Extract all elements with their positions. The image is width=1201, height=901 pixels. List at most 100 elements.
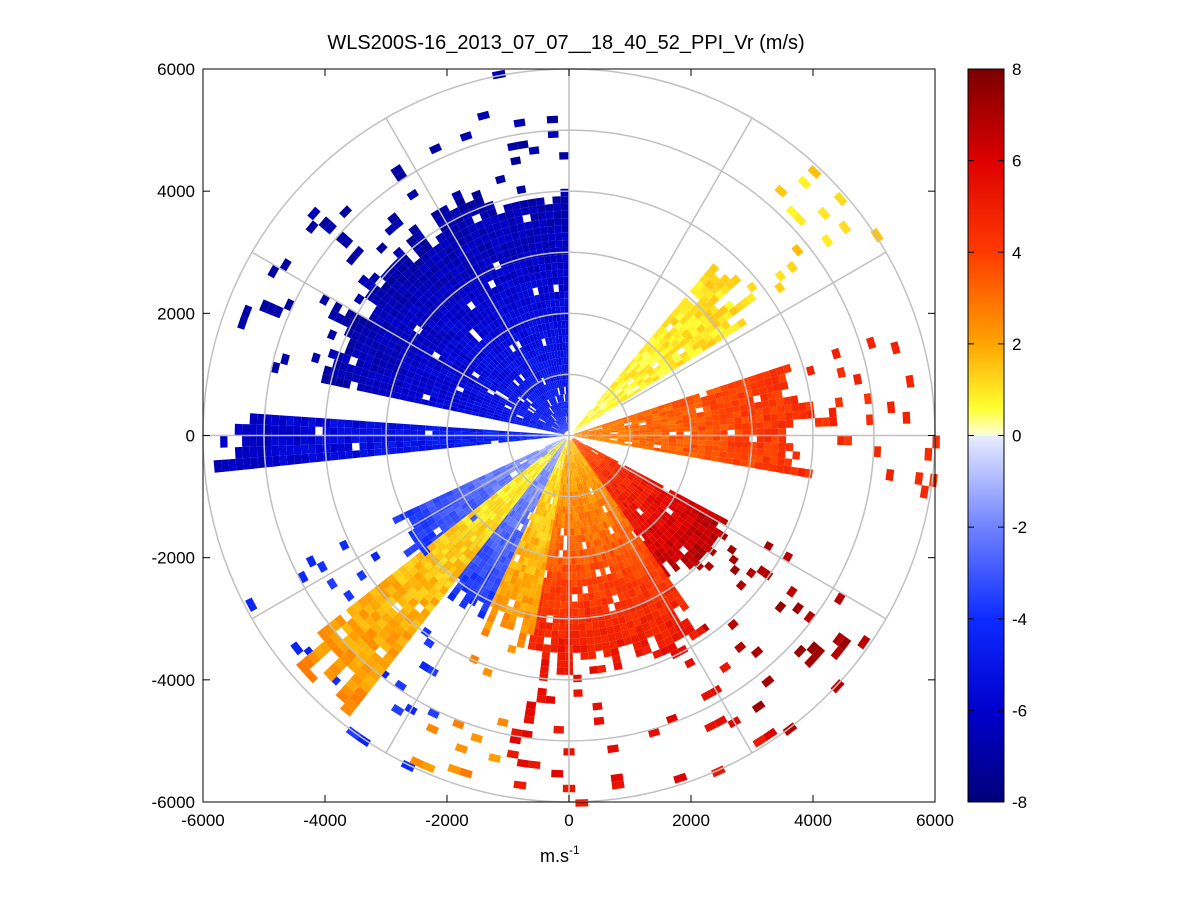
velocity-cell	[443, 560, 454, 570]
velocity-cell	[615, 465, 623, 471]
velocity-cell	[591, 621, 600, 630]
velocity-cell	[296, 660, 310, 675]
velocity-cell	[520, 405, 528, 412]
velocity-cell	[528, 619, 537, 628]
velocity-cell	[531, 521, 538, 530]
velocity-cell	[307, 650, 321, 665]
velocity-cell	[621, 395, 629, 402]
velocity-cell	[747, 454, 756, 462]
velocity-cell	[610, 532, 618, 542]
velocity-cell	[561, 439, 566, 446]
velocity-cell	[561, 461, 565, 470]
velocity-cell	[564, 394, 567, 402]
velocity-cell	[363, 603, 375, 616]
velocity-cell	[290, 641, 304, 656]
velocity-cell	[573, 528, 578, 536]
velocity-cell	[490, 383, 499, 391]
velocity-cell	[575, 799, 589, 807]
velocity-cell	[604, 535, 611, 545]
velocity-cell	[513, 780, 527, 790]
velocity-cell	[602, 429, 611, 432]
velocity-cell	[359, 435, 367, 443]
velocity-cell	[616, 546, 624, 555]
azimuth-spoke	[621, 251, 887, 406]
velocity-cell	[566, 416, 568, 424]
velocity-cell	[339, 361, 349, 372]
velocity-cell	[662, 352, 671, 361]
velocity-cell	[581, 450, 587, 457]
velocity-cell	[414, 510, 424, 520]
velocity-cell	[542, 644, 551, 653]
velocity-cell	[565, 498, 568, 507]
velocity-cell	[570, 440, 573, 448]
velocity-cell	[438, 275, 449, 286]
velocity-cell	[574, 542, 579, 551]
velocity-cell	[591, 509, 597, 518]
velocity-cell	[460, 326, 469, 336]
velocity-cell	[559, 152, 569, 160]
velocity-cell	[339, 652, 352, 666]
velocity-cell	[444, 310, 454, 321]
velocity-cell	[653, 447, 661, 452]
velocity-cell	[693, 309, 704, 320]
velocity-cell	[694, 561, 705, 571]
velocity-cell	[503, 523, 511, 532]
velocity-cell	[530, 418, 538, 423]
velocity-cell	[213, 459, 222, 473]
velocity-cell	[739, 404, 748, 412]
velocity-cell	[356, 382, 366, 392]
velocity-cell	[539, 226, 548, 235]
velocity-cell	[689, 413, 698, 419]
velocity-cell	[533, 234, 542, 243]
velocity-cell	[504, 312, 513, 322]
velocity-cell	[439, 388, 448, 396]
velocity-cell	[534, 482, 541, 490]
velocity-cell	[492, 395, 501, 402]
velocity-cell	[474, 381, 483, 389]
velocity-cell	[549, 321, 555, 330]
velocity-cell	[640, 531, 649, 541]
velocity-cell	[704, 720, 718, 733]
velocity-cell	[623, 420, 632, 424]
velocity-cell	[471, 477, 480, 485]
velocity-cell	[599, 627, 608, 636]
velocity-cell	[445, 541, 455, 551]
velocity-cell	[425, 551, 435, 562]
velocity-cell	[480, 250, 490, 260]
velocity-cell	[552, 358, 557, 367]
velocity-cell	[615, 400, 623, 406]
velocity-cell	[418, 660, 431, 673]
y-tick-label: -6000	[152, 793, 195, 812]
velocity-cell	[501, 265, 510, 275]
velocity-cell	[537, 515, 543, 524]
velocity-cell	[682, 342, 692, 351]
velocity-cell	[507, 479, 515, 486]
velocity-cell	[521, 618, 530, 627]
velocity-cell	[493, 328, 501, 337]
velocity-cell	[650, 523, 659, 532]
velocity-cell	[399, 306, 410, 317]
velocity-cell	[495, 475, 504, 483]
velocity-cell	[536, 695, 547, 704]
velocity-cell	[515, 562, 523, 571]
x-tick-label: -2000	[425, 811, 468, 830]
velocity-cell	[574, 446, 579, 453]
velocity-cell	[511, 459, 519, 465]
velocity-cell	[366, 421, 375, 429]
velocity-cell	[428, 586, 439, 597]
velocity-cell	[456, 220, 468, 231]
velocity-cell	[571, 557, 576, 565]
velocity-cell	[452, 374, 462, 382]
velocity-cell	[458, 339, 468, 348]
velocity-cell	[548, 593, 556, 601]
velocity-cell	[543, 592, 550, 601]
velocity-cell	[601, 459, 609, 466]
velocity-cell	[552, 203, 562, 212]
velocity-cell	[476, 429, 484, 433]
velocity-cell	[552, 413, 558, 421]
velocity-cell	[413, 268, 424, 280]
velocity-cell	[375, 288, 387, 300]
velocity-cell	[572, 608, 579, 617]
velocity-cell	[497, 401, 506, 407]
velocity-cell	[653, 419, 661, 424]
